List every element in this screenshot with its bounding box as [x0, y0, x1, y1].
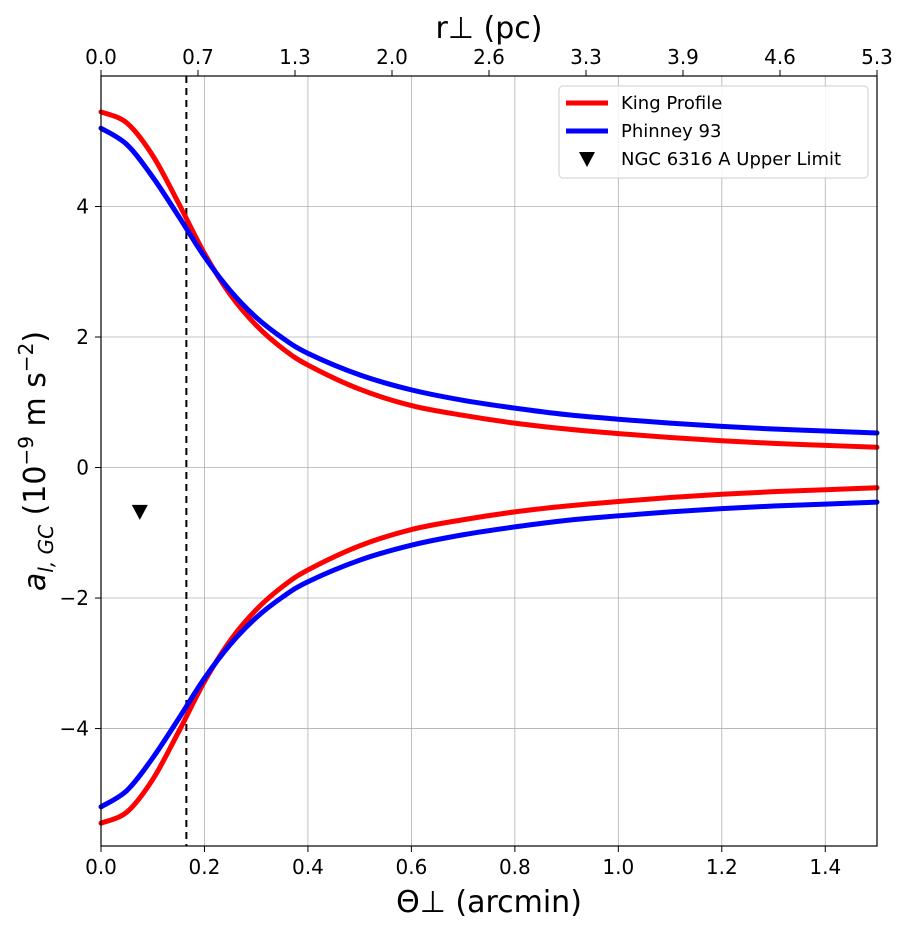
top-tick-label: 2.0: [376, 45, 408, 69]
y-tick-label: 4: [76, 195, 89, 219]
marker-layer: [131, 504, 148, 520]
x-tick-label: 0.0: [85, 855, 117, 879]
y-axis-title-units-open: (10: [18, 466, 53, 525]
series-line-2: [98, 125, 880, 436]
x-tick-label: 0.2: [189, 855, 221, 879]
top-tick-label: 1.3: [279, 45, 311, 69]
top-tick-label: 5.3: [861, 45, 893, 69]
legend-label-phinney: Phinney 93: [621, 121, 721, 142]
top-tick-label: 2.6: [473, 45, 505, 69]
x-tick-label: 1.4: [809, 855, 841, 879]
y-axis-title-units-mid: m s: [18, 372, 53, 436]
x-tick-label: 1.2: [706, 855, 738, 879]
y-tick-label: −2: [60, 586, 89, 610]
x-tick-label: 0.8: [499, 855, 531, 879]
upper-limit-marker: [131, 504, 148, 520]
y-tick-label: −4: [60, 717, 89, 741]
legend-label-king: King Profile: [621, 93, 722, 114]
x-tick-label: 1.0: [602, 855, 634, 879]
y-axis-title: al, GC (10−9 m s−2): [14, 331, 58, 591]
ticks-layer: 0.0 0.2 0.4 0.6 0.8 1.0 1.2 1.4 −4 −2 0 2 4 0.0 0.7 1.3…: [60, 45, 893, 879]
top-tick-label: 4.6: [764, 45, 796, 69]
grid: [100, 76, 877, 846]
y-tick-label: 0: [76, 456, 89, 480]
top-tick-label: 3.9: [667, 45, 699, 69]
plot-frame: [100, 75, 878, 847]
legend-label-ngc6316: NGC 6316 A Upper Limit: [621, 149, 841, 170]
series-layer: [98, 109, 880, 826]
y-axis-title-main: a: [18, 573, 53, 591]
x-tick-label: 0.4: [292, 855, 324, 879]
x-tick-label: 0.6: [395, 855, 427, 879]
top-tick-label: 3.3: [570, 45, 602, 69]
legend: King Profile Phinney 93 NGC 6316 A Upper…: [558, 85, 869, 179]
series-line-0: [98, 109, 880, 450]
legend-box: [558, 85, 869, 179]
y-axis-title-exp2: −2: [14, 343, 38, 372]
y-axis-title-units-close: ): [18, 331, 53, 343]
top-axis-title: r⊥ (pc): [436, 11, 543, 46]
legend-marker-triangle-icon: [579, 152, 595, 167]
y-tick-label: 2: [76, 325, 89, 349]
top-tick-label: 0.7: [182, 45, 214, 69]
series-line-3: [98, 499, 880, 810]
top-tick-label: 0.0: [85, 45, 117, 69]
y-axis-title-sub: l, GC: [34, 525, 58, 573]
y-axis-title-exp: −9: [14, 436, 38, 465]
series-line-1: [98, 485, 880, 826]
x-axis-title: Θ⊥ (arcmin): [396, 885, 582, 920]
